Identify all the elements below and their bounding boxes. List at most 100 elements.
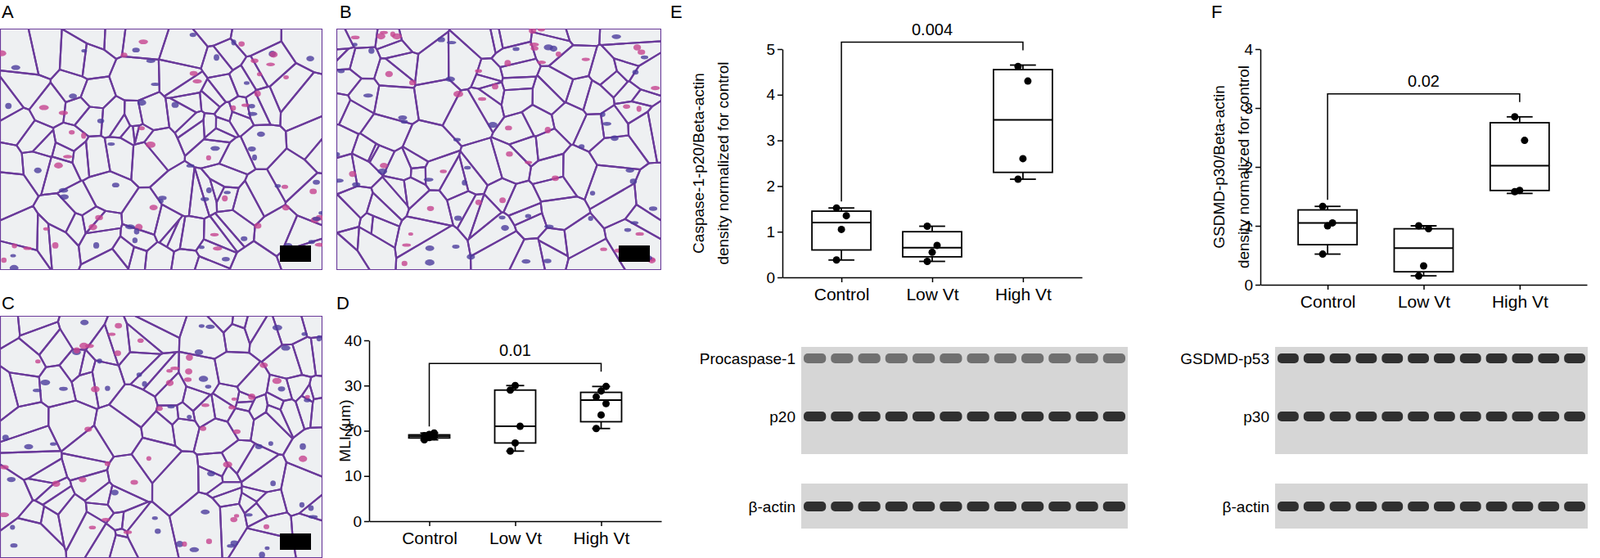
alveolar-wall	[107, 454, 153, 502]
median	[581, 399, 622, 402]
data-point	[602, 383, 610, 391]
alveolar-wall	[344, 28, 378, 49]
cell-nucleus	[234, 513, 239, 518]
cell-nucleus	[125, 224, 136, 230]
alveolar-wall	[0, 315, 20, 350]
data-point	[933, 241, 942, 249]
alveolar-wall	[169, 491, 223, 558]
plot-marks	[811, 63, 1053, 266]
alveolar-wall	[588, 44, 618, 86]
blot-band	[830, 501, 853, 512]
y-tick-label: 4	[1243, 40, 1253, 59]
cell-nucleus	[308, 239, 316, 244]
alveolar-wall	[336, 232, 370, 271]
alveolar-wall	[198, 466, 223, 495]
blot-band	[858, 411, 881, 422]
data-point	[1023, 77, 1032, 86]
data-point	[833, 204, 841, 212]
cell-nucleus	[40, 379, 50, 386]
blot-band	[1512, 411, 1534, 422]
y-tick: 10	[344, 467, 370, 485]
alveolar-wall	[528, 153, 564, 185]
alveolar-wall	[57, 180, 97, 216]
cell-nucleus	[68, 130, 75, 136]
histology-image	[0, 315, 323, 558]
cell-nucleus	[198, 245, 205, 249]
cell-nucleus	[166, 379, 174, 387]
blot-band	[1433, 501, 1456, 512]
alveolar-wall	[468, 193, 502, 239]
alveolar-wall	[27, 458, 68, 484]
cell-nucleus	[274, 184, 282, 189]
alveolar-wall	[522, 104, 555, 137]
blot-band	[803, 353, 826, 364]
cell-nucleus	[68, 93, 77, 99]
histology-image	[0, 28, 323, 271]
data-point	[430, 429, 438, 438]
bracket-line	[1327, 94, 1520, 200]
x-tick-mark	[932, 277, 934, 283]
alveolar-wall	[374, 58, 415, 88]
cell-nucleus	[337, 68, 345, 73]
cell-nucleus	[409, 80, 416, 86]
cell-nucleus	[626, 167, 635, 173]
data-point	[923, 222, 932, 230]
cell-nucleus	[210, 233, 219, 237]
alveolar-wall	[232, 315, 248, 329]
alveolar-wall	[179, 315, 227, 360]
alveolar-wall	[414, 31, 449, 86]
blot-band	[1103, 353, 1126, 364]
cell-nucleus	[186, 164, 195, 168]
alveolar-wall	[100, 95, 125, 138]
cell-nucleus	[635, 232, 645, 236]
data-point	[1520, 136, 1528, 145]
blot-band	[1103, 501, 1126, 512]
cell-nucleus	[649, 206, 658, 211]
alveolar-wall	[85, 135, 111, 178]
cell-nucleus	[453, 138, 461, 142]
cell-nucleus	[504, 126, 513, 131]
alveolar-wall	[192, 28, 232, 47]
box	[993, 65, 1053, 181]
cell-nucleus	[221, 195, 228, 202]
y-tick-label: 0	[766, 269, 776, 287]
cell-nucleus	[222, 461, 232, 469]
median	[1394, 247, 1454, 249]
cell-nucleus	[530, 46, 538, 51]
cell-nucleus	[301, 332, 307, 337]
cell-nucleus	[451, 244, 460, 249]
cell-nucleus	[152, 516, 158, 520]
y-tick: 4	[1243, 40, 1261, 59]
alveolar-wall	[109, 535, 139, 558]
cell-nucleus	[445, 76, 456, 82]
blot-band	[967, 353, 990, 364]
cell-nucleus	[555, 51, 562, 57]
blot-band	[830, 353, 853, 364]
blot-band	[885, 501, 908, 512]
box	[902, 226, 962, 262]
data-point	[602, 400, 610, 408]
cell-nucleus	[114, 350, 122, 357]
median	[811, 221, 871, 224]
median	[902, 247, 962, 249]
alveolar-wall	[121, 501, 151, 532]
blot-band	[885, 353, 908, 364]
cell-nucleus	[461, 180, 467, 186]
y-tick-label: 2	[766, 177, 776, 195]
p-value: 0.02	[1407, 72, 1440, 91]
cell-nucleus	[104, 386, 111, 392]
cell-nucleus	[89, 525, 97, 530]
alveolar-wall	[216, 186, 239, 212]
alveolar-wall	[280, 462, 323, 517]
blot-band	[1433, 353, 1456, 364]
cell-nucleus	[189, 547, 200, 553]
y-tick: 2	[766, 177, 783, 195]
cell-nucleus	[500, 225, 510, 231]
cell-nucleus	[6, 477, 16, 483]
cell-nucleus	[78, 477, 86, 483]
cell-nucleus	[130, 479, 138, 485]
cell-nucleus	[199, 426, 207, 432]
x-tick-label: High Vt	[995, 284, 1052, 304]
whisker-lower	[1326, 244, 1329, 255]
blot-band	[803, 501, 826, 512]
